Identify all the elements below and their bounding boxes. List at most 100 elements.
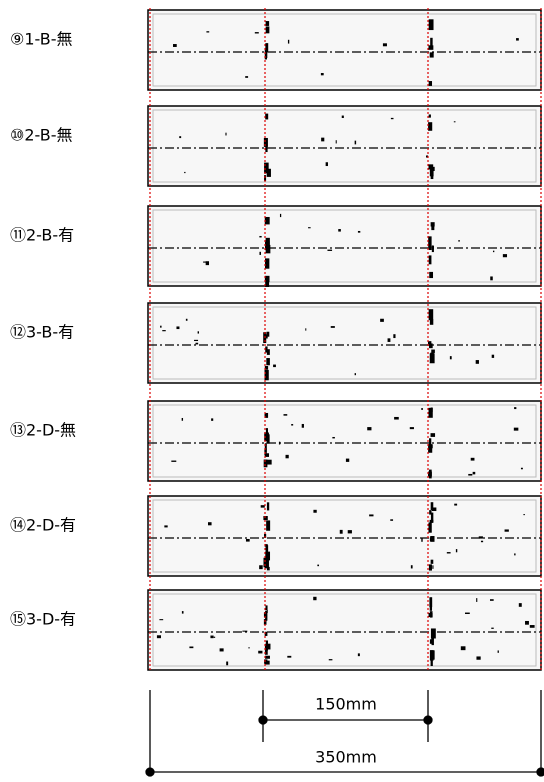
- crack-spot: [265, 43, 268, 52]
- spot: [332, 437, 335, 438]
- crack-spot: [265, 241, 270, 250]
- spot: [355, 373, 356, 375]
- spot: [336, 140, 337, 143]
- spot: [173, 44, 177, 47]
- spot: [342, 116, 344, 118]
- crack-spot: [428, 122, 432, 131]
- crack-spot: [429, 247, 432, 250]
- spot: [476, 598, 477, 602]
- spot: [468, 474, 472, 476]
- spot: [481, 541, 483, 542]
- spot: [461, 646, 466, 650]
- panels: ⑨1-B-無⑩2-B-無⑪2-B-有⑫3-B-有⑬2-D-無⑭2-D-有⑮3-D…: [10, 10, 541, 670]
- panel: [148, 206, 541, 286]
- spot: [369, 514, 373, 516]
- crack-spot: [266, 21, 269, 26]
- spot: [380, 319, 384, 322]
- spot: [450, 356, 452, 359]
- crack-spot: [428, 444, 432, 453]
- spot: [523, 514, 524, 515]
- spot: [186, 319, 188, 321]
- spot: [198, 331, 199, 333]
- spot: [308, 227, 311, 228]
- spot: [206, 31, 209, 32]
- panel: [148, 106, 541, 186]
- spot: [255, 32, 259, 33]
- spot: [492, 355, 494, 358]
- spot: [479, 536, 483, 538]
- spot: [195, 343, 198, 345]
- spot: [410, 427, 414, 429]
- spot: [530, 625, 535, 628]
- spot: [305, 328, 306, 330]
- panel: [148, 303, 541, 383]
- crack-spot: [265, 258, 269, 268]
- spot: [358, 231, 360, 233]
- crack-spot: [428, 523, 431, 533]
- crack-spot: [267, 460, 272, 465]
- spot: [331, 326, 335, 328]
- spot: [261, 505, 265, 507]
- spot: [214, 637, 215, 638]
- spot: [471, 458, 475, 461]
- spot: [458, 240, 459, 242]
- spot: [514, 407, 516, 409]
- panel-label: ⑭2-D-有: [10, 516, 76, 535]
- crack-spot: [430, 536, 434, 542]
- dim-dot: [146, 768, 154, 776]
- spot: [194, 340, 198, 341]
- crack-spot: [429, 597, 432, 607]
- spot: [179, 136, 181, 138]
- crack-spot: [429, 114, 431, 117]
- spot: [279, 442, 280, 445]
- spot: [447, 552, 451, 553]
- spot: [164, 525, 167, 527]
- spot: [176, 326, 179, 329]
- spot: [340, 530, 343, 534]
- spot: [525, 621, 529, 625]
- spot: [259, 252, 261, 255]
- spot: [287, 656, 291, 658]
- crack-spot: [429, 473, 431, 476]
- spot: [159, 619, 163, 620]
- spot: [162, 330, 165, 331]
- spot: [493, 251, 494, 252]
- crack-spot: [429, 272, 433, 278]
- dim-dot: [259, 716, 267, 724]
- spot: [476, 360, 479, 364]
- spot: [313, 597, 316, 600]
- crack-spot: [431, 350, 435, 353]
- spot: [391, 118, 394, 119]
- spot: [246, 539, 250, 542]
- figure: ⑨1-B-無⑩2-B-無⑪2-B-有⑫3-B-有⑬2-D-無⑭2-D-有⑮3-D…: [0, 0, 544, 782]
- spot: [411, 565, 413, 568]
- crack-spot: [431, 224, 434, 230]
- spot: [321, 73, 324, 75]
- spot: [516, 38, 519, 40]
- spot: [326, 162, 328, 166]
- spot: [248, 647, 249, 648]
- spot: [514, 553, 515, 555]
- spot: [171, 461, 176, 462]
- spot: [456, 549, 457, 552]
- crack-spot: [430, 353, 435, 363]
- spot: [259, 236, 261, 237]
- spot: [358, 653, 360, 656]
- crack-spot: [263, 558, 267, 567]
- spot: [355, 141, 356, 145]
- spot: [491, 628, 493, 629]
- spot: [329, 659, 333, 660]
- spot: [189, 647, 193, 649]
- spot: [432, 245, 434, 248]
- panel-label: ⑩2-B-無: [10, 126, 72, 145]
- crack-spot: [429, 309, 434, 320]
- spot: [245, 76, 248, 78]
- spot: [288, 40, 289, 44]
- crack-spot: [267, 502, 269, 510]
- crack-spot: [431, 433, 436, 437]
- spot: [421, 538, 422, 541]
- spot: [259, 565, 263, 569]
- spot: [348, 530, 352, 533]
- spot: [338, 229, 341, 232]
- spot: [421, 408, 423, 410]
